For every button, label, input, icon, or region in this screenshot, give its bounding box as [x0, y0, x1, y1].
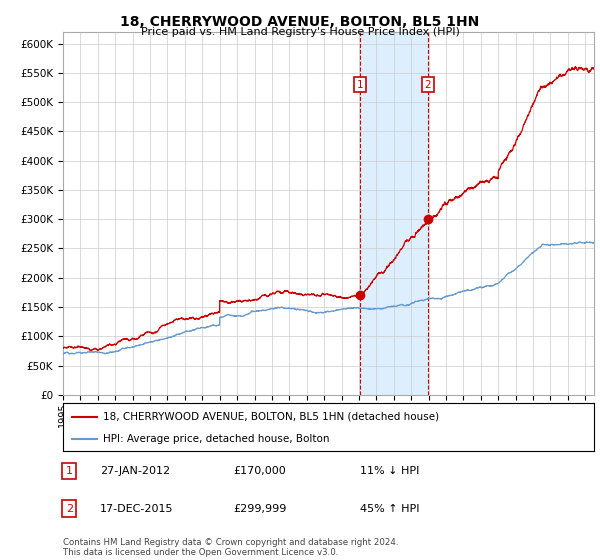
Text: £170,000: £170,000 [233, 466, 286, 476]
Text: 2: 2 [65, 504, 73, 514]
Text: 1: 1 [357, 80, 364, 90]
Text: 1: 1 [65, 466, 73, 476]
Text: 27-JAN-2012: 27-JAN-2012 [100, 466, 170, 476]
Text: 11% ↓ HPI: 11% ↓ HPI [361, 466, 420, 476]
Text: 17-DEC-2015: 17-DEC-2015 [100, 504, 173, 514]
Text: £299,999: £299,999 [233, 504, 286, 514]
Text: Price paid vs. HM Land Registry's House Price Index (HPI): Price paid vs. HM Land Registry's House … [140, 27, 460, 38]
Text: 18, CHERRYWOOD AVENUE, BOLTON, BL5 1HN: 18, CHERRYWOOD AVENUE, BOLTON, BL5 1HN [121, 15, 479, 29]
Text: 18, CHERRYWOOD AVENUE, BOLTON, BL5 1HN (detached house): 18, CHERRYWOOD AVENUE, BOLTON, BL5 1HN (… [103, 412, 439, 422]
Text: 45% ↑ HPI: 45% ↑ HPI [361, 504, 420, 514]
Text: Contains HM Land Registry data © Crown copyright and database right 2024.
This d: Contains HM Land Registry data © Crown c… [63, 538, 398, 557]
Text: HPI: Average price, detached house, Bolton: HPI: Average price, detached house, Bolt… [103, 434, 329, 444]
Text: 2: 2 [425, 80, 431, 90]
